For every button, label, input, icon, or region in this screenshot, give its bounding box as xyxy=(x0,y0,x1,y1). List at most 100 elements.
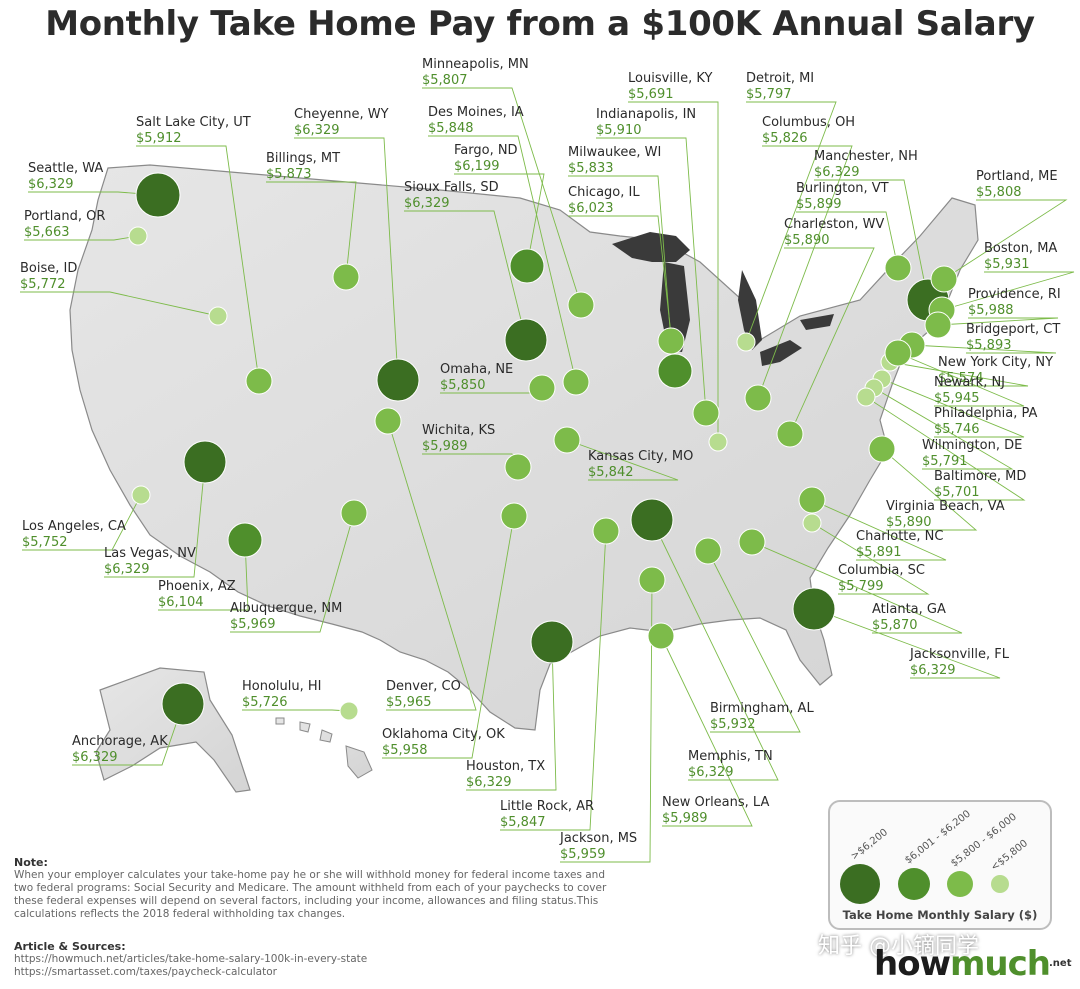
city-dot-atlanta-ga[interactable] xyxy=(738,528,766,556)
leader-line-bridgeport-ct xyxy=(911,344,1057,354)
leader-line-kansas-city-mo xyxy=(566,439,679,481)
city-dot-columbus-oh[interactable] xyxy=(744,384,772,412)
city-value-birmingham-al: $5,932 xyxy=(710,717,756,732)
contiguous-us-shape xyxy=(69,164,979,731)
city-dot-phoenix-az[interactable] xyxy=(227,522,263,558)
city-name-las-vegas-nv: Las Vegas, NV xyxy=(104,546,196,561)
legend-graphic: >$6,200 $6,001 - $6,200$5,800 - $6,000<$5… xyxy=(840,808,1030,904)
page-title: Monthly Take Home Pay from a $100K Annua… xyxy=(45,4,1035,44)
city-name-burlington-vt: Burlington, VT xyxy=(796,181,889,196)
city-dot-portland-me[interactable] xyxy=(930,265,958,293)
city-dot-kansas-city-mo[interactable] xyxy=(553,426,581,454)
leader-line-providence-ri xyxy=(937,317,1059,326)
leader-line-little-rock-ar xyxy=(500,530,607,831)
city-dot-seattle-wa[interactable] xyxy=(135,172,181,218)
city-dot-fargo-nd[interactable] xyxy=(509,248,545,284)
city-dot-wichita-ks[interactable] xyxy=(504,453,532,481)
city-dot-little-rock-ar[interactable] xyxy=(592,517,620,545)
city-dot-newark-nj[interactable] xyxy=(884,339,912,367)
city-dot-minneapolis-mn[interactable] xyxy=(567,291,595,319)
source-link-2[interactable]: https://smartasset.com/taxes/paycheck-ca… xyxy=(14,966,277,978)
city-value-jacksonville-fl: $6,329 xyxy=(910,663,956,678)
city-value-phoenix-az: $6,104 xyxy=(158,595,204,610)
city-dot-jacksonville-fl[interactable] xyxy=(792,587,836,631)
city-name-phoenix-az: Phoenix, AZ xyxy=(158,579,236,594)
city-dot-sioux-falls-sd[interactable] xyxy=(504,318,548,362)
city-name-chicago-il: Chicago, IL xyxy=(568,185,640,200)
city-dot-des-moines-ia[interactable] xyxy=(562,368,590,396)
city-value-atlanta-ga: $5,870 xyxy=(872,618,918,633)
leader-line-des-moines-ia xyxy=(428,135,577,383)
city-name-columbus-oh: Columbus, OH xyxy=(762,115,855,130)
city-dot-denver-co[interactable] xyxy=(374,407,402,435)
city-dot-milwaukee-wi[interactable] xyxy=(657,327,685,355)
city-name-birmingham-al: Birmingham, AL xyxy=(710,701,814,716)
city-value-portland-or: $5,663 xyxy=(24,225,70,240)
city-value-boston-ma: $5,931 xyxy=(984,257,1030,272)
leader-line-jacksonville-fl xyxy=(813,608,1001,679)
leader-line-charlotte-nc xyxy=(811,499,947,561)
city-dot-albuquerque-nm[interactable] xyxy=(340,499,368,527)
city-name-newark-nj: Newark, NJ xyxy=(934,375,1005,390)
city-value-minneapolis-mn: $5,807 xyxy=(422,73,468,88)
city-name-philadelphia-pa: Philadelphia, PA xyxy=(934,406,1037,421)
city-dot-jackson-ms[interactable] xyxy=(638,566,666,594)
city-name-albuquerque-nm: Albuquerque, NM xyxy=(230,601,342,616)
city-value-billings-mt: $5,873 xyxy=(266,167,312,182)
city-value-columbus-oh: $5,826 xyxy=(762,131,808,146)
city-value-wilmington-de: $5,791 xyxy=(922,454,968,469)
leader-line-charleston-wv xyxy=(784,247,875,435)
city-value-albuquerque-nm: $5,969 xyxy=(230,617,276,632)
city-value-indianapolis-in: $5,910 xyxy=(596,123,642,138)
city-name-anchorage-ak: Anchorage, AK xyxy=(72,734,168,749)
city-dot-detroit-mi[interactable] xyxy=(736,332,756,352)
city-dot-birmingham-al[interactable] xyxy=(694,537,722,565)
city-dot-virginia-beach-va[interactable] xyxy=(868,435,896,463)
city-dot-billings-mt[interactable] xyxy=(332,263,360,291)
city-name-oklahoma-city-ok: Oklahoma City, OK xyxy=(382,727,505,742)
city-name-bridgeport-ct: Bridgeport, CT xyxy=(966,322,1060,337)
city-dot-louisville-ky[interactable] xyxy=(708,432,728,452)
city-dot-memphis-tn[interactable] xyxy=(630,498,674,542)
city-dot-anchorage-ak[interactable] xyxy=(161,682,205,726)
leader-line-salt-lake-city-ut xyxy=(136,145,260,382)
leader-line-albuquerque-nm xyxy=(230,512,355,633)
city-dot-charleston-wv[interactable] xyxy=(776,420,804,448)
city-dot-indianapolis-in[interactable] xyxy=(692,399,720,427)
city-dot-houston-tx[interactable] xyxy=(530,620,574,664)
leader-line-honolulu-hi xyxy=(242,709,350,712)
city-dot-chicago-il[interactable] xyxy=(657,353,693,389)
legend-tier-1-label: >$6,200 xyxy=(849,827,890,862)
city-dot-burlington-vt[interactable] xyxy=(884,254,912,282)
source-link-1[interactable]: https://howmuch.net/articles/take-home-s… xyxy=(14,953,368,965)
city-value-salt-lake-city-ut: $5,912 xyxy=(136,131,182,146)
city-dot-omaha-ne[interactable] xyxy=(528,374,556,402)
note-text: When your employer calculates your take-… xyxy=(14,869,607,920)
city-dot-baltimore-md[interactable] xyxy=(856,387,876,407)
city-name-louisville-ky: Louisville, KY xyxy=(628,71,712,86)
city-dot-los-angeles-ca[interactable] xyxy=(131,485,151,505)
city-dot-boise-id[interactable] xyxy=(208,306,228,326)
city-value-new-orleans-la: $5,989 xyxy=(662,811,708,826)
city-name-portland-or: Portland, OR xyxy=(24,209,105,224)
city-dot-honolulu-hi[interactable] xyxy=(339,701,359,721)
city-name-detroit-mi: Detroit, MI xyxy=(746,71,814,86)
city-dot-salt-lake-city-ut[interactable] xyxy=(245,367,273,395)
city-dot-columbia-sc[interactable] xyxy=(802,513,822,533)
legend: >$6,200 $6,001 - $6,200 $5,800 - $6,000 <$5… xyxy=(828,800,1052,930)
city-dot-portland-or[interactable] xyxy=(128,226,148,246)
city-dot-las-vegas-nv[interactable] xyxy=(183,440,227,484)
city-dot-oklahoma-city-ok[interactable] xyxy=(500,502,528,530)
city-dot-new-orleans-la[interactable] xyxy=(647,622,675,650)
city-value-charlotte-nc: $5,891 xyxy=(856,545,902,560)
city-value-omaha-ne: $5,850 xyxy=(440,378,486,393)
city-dot-charlotte-nc[interactable] xyxy=(798,486,826,514)
city-dot-providence-ri[interactable] xyxy=(924,311,952,339)
city-dot-cheyenne-wy[interactable] xyxy=(376,358,420,402)
leader-line-las-vegas-nv xyxy=(104,461,206,578)
city-name-charlotte-nc: Charlotte, NC xyxy=(856,529,943,544)
legend-tier-2-dot xyxy=(898,868,930,900)
city-value-new-york-city-ny: $5,574 xyxy=(938,371,984,386)
city-name-atlanta-ga: Atlanta, GA xyxy=(872,602,946,617)
leader-line-jackson-ms xyxy=(560,579,653,863)
